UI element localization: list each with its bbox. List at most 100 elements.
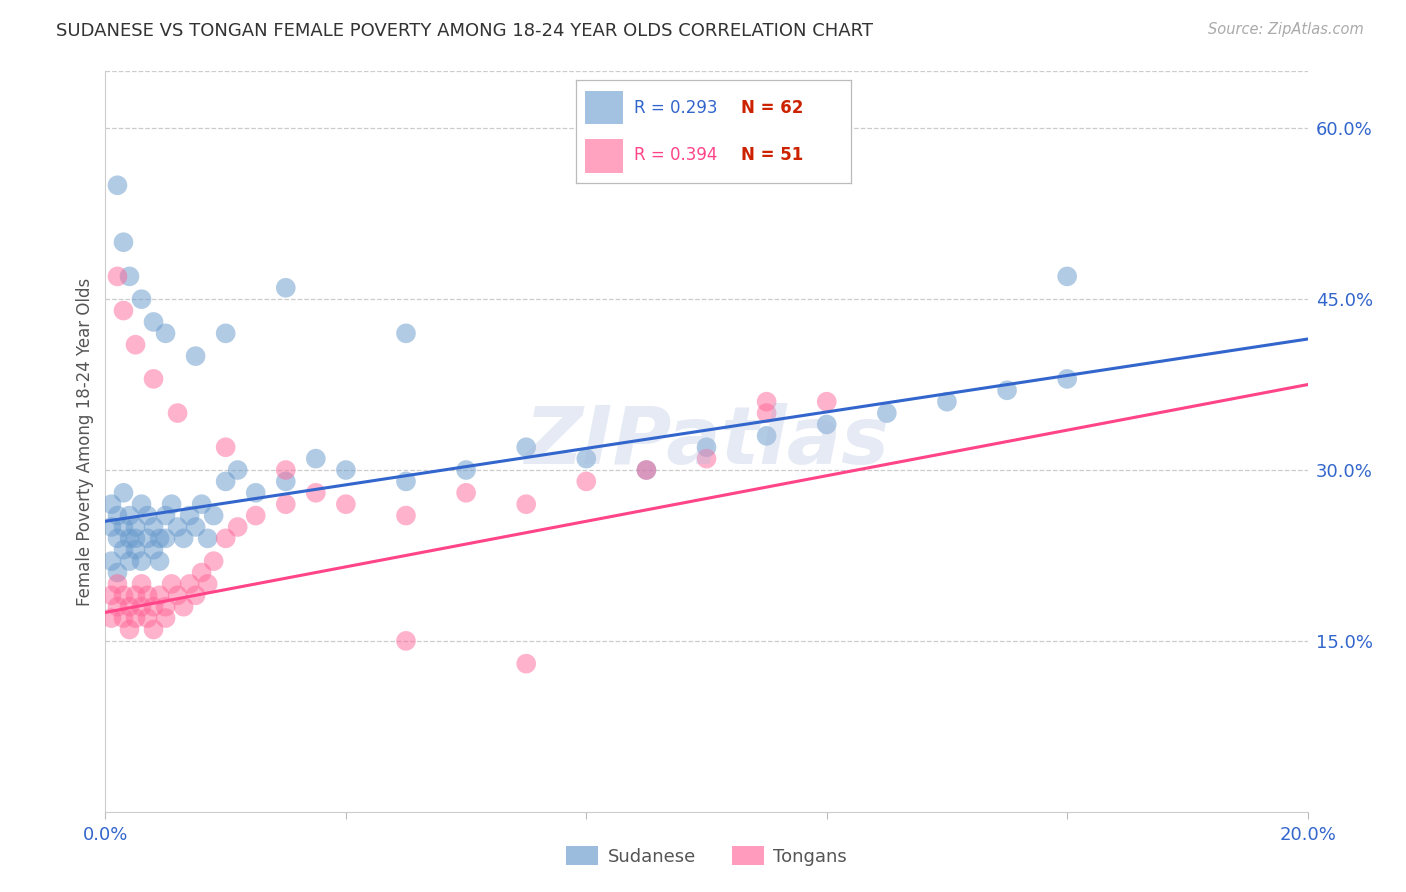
Point: [124, 337, 146, 351]
Point: [245, 508, 267, 523]
Point: [184, 520, 207, 534]
Point: [155, 326, 177, 341]
Point: [107, 577, 129, 591]
Point: [112, 235, 135, 250]
Point: [515, 657, 537, 671]
Point: [131, 554, 153, 568]
Point: [226, 520, 249, 534]
Point: [136, 588, 159, 602]
Point: [179, 577, 201, 591]
Point: [696, 451, 718, 466]
Point: [226, 463, 249, 477]
Point: [124, 520, 146, 534]
Point: [107, 532, 129, 546]
Point: [118, 599, 141, 614]
Point: [395, 508, 418, 523]
Point: [515, 497, 537, 511]
Point: [274, 475, 297, 489]
Point: [100, 588, 122, 602]
Point: [184, 588, 207, 602]
Point: [876, 406, 898, 420]
Point: [1056, 372, 1078, 386]
Point: [131, 497, 153, 511]
Point: [214, 532, 236, 546]
Point: [214, 475, 236, 489]
Point: [142, 599, 165, 614]
Point: [575, 451, 598, 466]
Point: [202, 554, 225, 568]
Point: [112, 611, 135, 625]
Point: [118, 508, 141, 523]
Point: [160, 497, 183, 511]
Point: [636, 463, 658, 477]
Point: [118, 623, 141, 637]
Point: [274, 281, 297, 295]
Point: [274, 497, 297, 511]
Point: [696, 440, 718, 454]
Point: [118, 554, 141, 568]
Point: [1056, 269, 1078, 284]
Point: [245, 485, 267, 500]
Point: [454, 485, 477, 500]
Point: [202, 508, 225, 523]
Point: [755, 429, 778, 443]
Bar: [585, 91, 623, 124]
Y-axis label: Female Poverty Among 18-24 Year Olds: Female Poverty Among 18-24 Year Olds: [76, 277, 94, 606]
Point: [148, 532, 170, 546]
Point: [112, 588, 135, 602]
Text: ZIPatlas: ZIPatlas: [524, 402, 889, 481]
Point: [131, 292, 153, 306]
Point: [107, 269, 129, 284]
Point: [155, 532, 177, 546]
Point: [214, 326, 236, 341]
Point: [124, 542, 146, 557]
Point: [100, 520, 122, 534]
Point: [166, 520, 188, 534]
Point: [395, 475, 418, 489]
Point: [124, 611, 146, 625]
Point: [124, 532, 146, 546]
Point: [100, 497, 122, 511]
Point: [155, 611, 177, 625]
Point: [107, 178, 129, 193]
Point: [136, 532, 159, 546]
Point: [112, 303, 135, 318]
Point: [118, 532, 141, 546]
Point: [305, 485, 328, 500]
Text: SUDANESE VS TONGAN FEMALE POVERTY AMONG 18-24 YEAR OLDS CORRELATION CHART: SUDANESE VS TONGAN FEMALE POVERTY AMONG …: [56, 22, 873, 40]
Point: [395, 326, 418, 341]
Point: [155, 508, 177, 523]
Point: [755, 394, 778, 409]
Point: [124, 588, 146, 602]
Point: [166, 588, 188, 602]
Point: [112, 542, 135, 557]
Point: [142, 520, 165, 534]
Point: [815, 417, 838, 432]
Point: [515, 440, 537, 454]
Point: [936, 394, 959, 409]
Point: [131, 577, 153, 591]
Point: [142, 623, 165, 637]
Point: [142, 372, 165, 386]
Legend: Sudanese, Tongans: Sudanese, Tongans: [558, 839, 855, 873]
Point: [107, 566, 129, 580]
Point: [142, 542, 165, 557]
Point: [148, 588, 170, 602]
Point: [305, 451, 328, 466]
Point: [197, 532, 219, 546]
Point: [155, 599, 177, 614]
Point: [100, 554, 122, 568]
Point: [335, 463, 357, 477]
Point: [107, 508, 129, 523]
Point: [190, 497, 212, 511]
Point: [136, 611, 159, 625]
Point: [131, 599, 153, 614]
Point: [995, 384, 1018, 398]
Point: [179, 508, 201, 523]
Bar: [585, 139, 623, 173]
Point: [184, 349, 207, 363]
Point: [118, 269, 141, 284]
Text: R = 0.394: R = 0.394: [634, 146, 717, 164]
Point: [148, 554, 170, 568]
Point: [274, 463, 297, 477]
